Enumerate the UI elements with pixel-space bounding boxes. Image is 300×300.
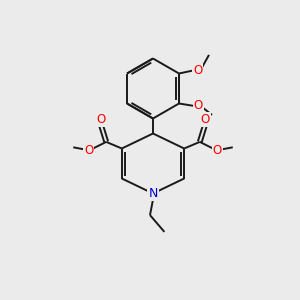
Text: O: O [84, 144, 93, 157]
Text: O: O [84, 144, 93, 157]
Text: O: O [193, 64, 202, 77]
Text: O: O [213, 144, 222, 157]
Text: O: O [213, 144, 222, 157]
Text: N: N [148, 187, 158, 200]
Text: O: O [193, 64, 202, 77]
Text: O: O [201, 112, 210, 126]
Text: O: O [96, 112, 105, 126]
Text: O: O [201, 112, 210, 126]
Text: N: N [148, 187, 158, 200]
Text: O: O [194, 99, 203, 112]
Text: O: O [194, 99, 203, 112]
Text: O: O [96, 112, 105, 126]
